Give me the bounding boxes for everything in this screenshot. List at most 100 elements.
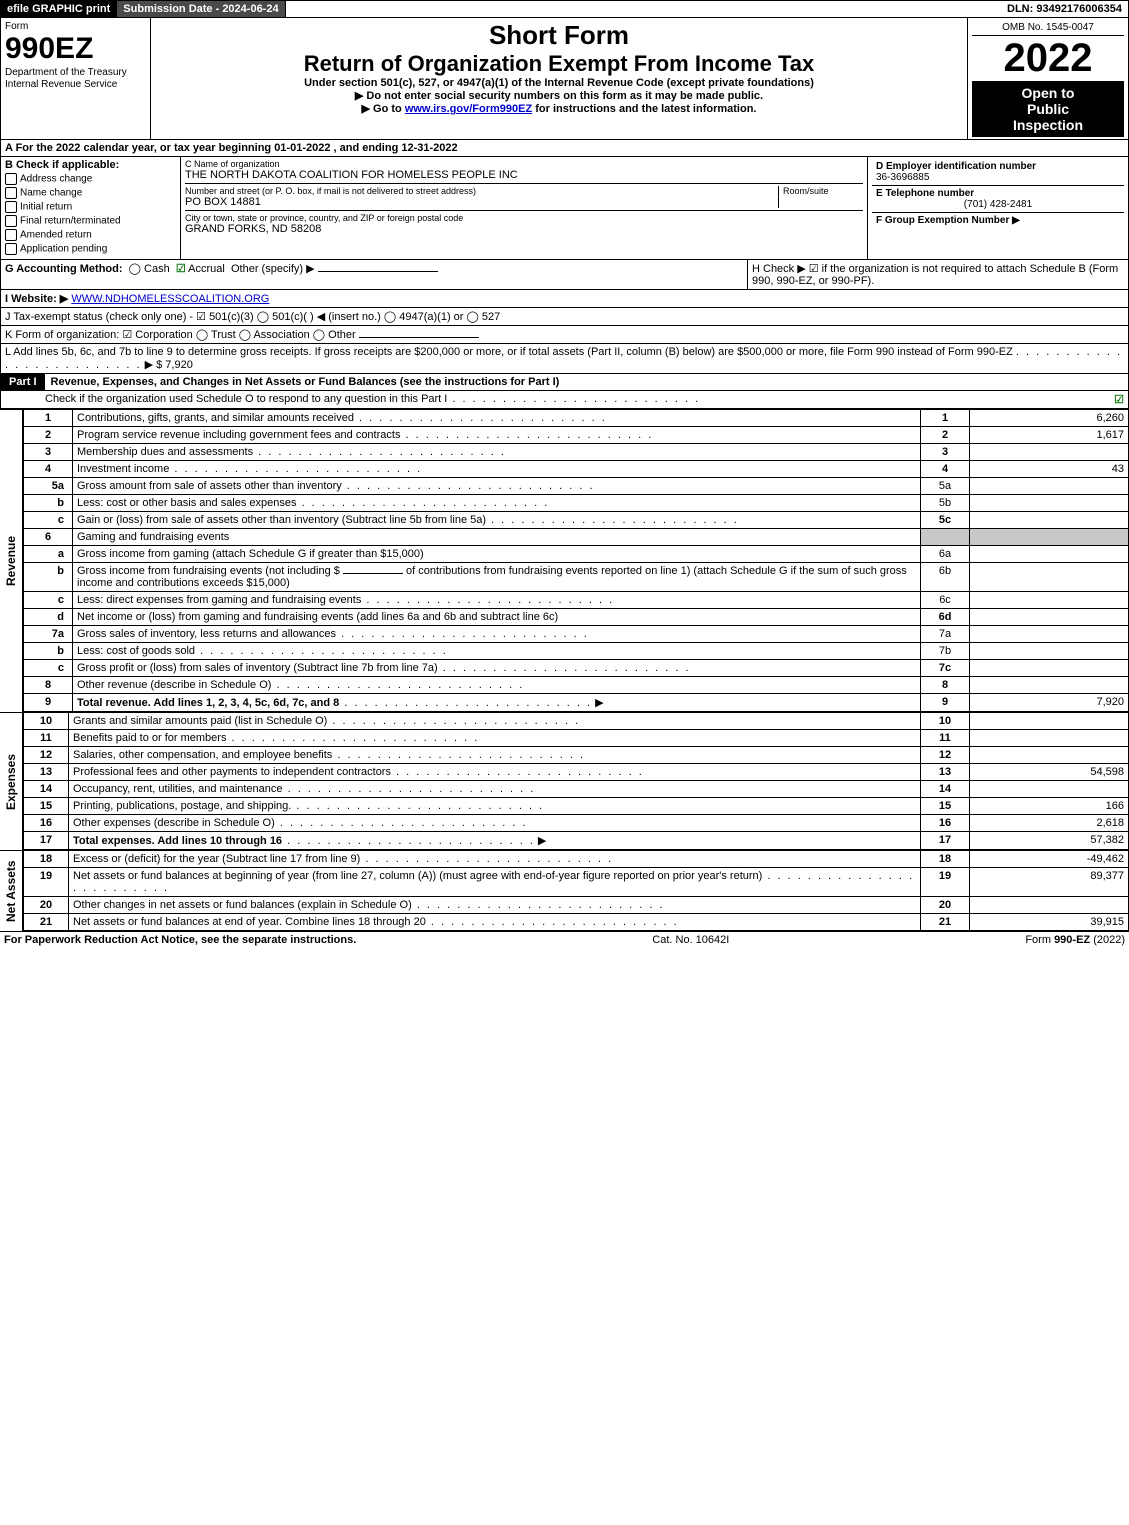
line-6a: aGross income from gaming (attach Schedu… xyxy=(24,546,1129,563)
open1: Open to xyxy=(1022,85,1075,101)
line-15: 15Printing, publications, postage, and s… xyxy=(24,798,1129,815)
revenue-label: Revenue xyxy=(0,409,23,712)
page-footer: For Paperwork Reduction Act Notice, see … xyxy=(0,931,1129,948)
short-form-title: Short Form xyxy=(155,20,963,51)
line-18: 18Excess or (deficit) for the year (Subt… xyxy=(24,851,1129,868)
note2-pre: ▶ Go to xyxy=(362,103,405,115)
line-12: 12Salaries, other compensation, and empl… xyxy=(24,747,1129,764)
section-i: I Website: ▶ WWW.NDHOMELESSCOALITION.ORG xyxy=(0,290,1129,308)
g-cash: Cash xyxy=(144,263,170,275)
cb-final-return[interactable]: Final return/terminated xyxy=(5,215,176,227)
open2: Public xyxy=(1027,101,1069,117)
form-number: 990EZ xyxy=(5,32,93,65)
section-c: C Name of organization THE NORTH DAKOTA … xyxy=(181,157,868,259)
expenses-label: Expenses xyxy=(0,712,23,850)
expenses-section: Expenses 10Grants and similar amounts pa… xyxy=(0,712,1129,850)
cb-amended-return[interactable]: Amended return xyxy=(5,229,176,241)
website-link[interactable]: WWW.NDHOMELESSCOALITION.ORG xyxy=(71,293,269,305)
form-id-block: Form 990EZ Department of the Treasury In… xyxy=(1,18,151,139)
sections-def: D Employer identification number 36-3696… xyxy=(868,157,1128,259)
net-assets-table: 18Excess or (deficit) for the year (Subt… xyxy=(23,850,1129,931)
g-accrual: Accrual xyxy=(188,263,225,275)
part-1-check: Check if the organization used Schedule … xyxy=(0,391,1129,409)
section-j: J Tax-exempt status (check only one) - ☑… xyxy=(0,308,1129,326)
line-6c: cLess: direct expenses from gaming and f… xyxy=(24,592,1129,609)
j-text: J Tax-exempt status (check only one) - ☑… xyxy=(5,311,500,323)
line-16: 16Other expenses (describe in Schedule O… xyxy=(24,815,1129,832)
line-8: 8Other revenue (describe in Schedule O)8 xyxy=(24,677,1129,694)
c-org-name: THE NORTH DAKOTA COALITION FOR HOMELESS … xyxy=(185,169,863,181)
sections-gh: G Accounting Method: ◯ Cash ☑ Accrual Ot… xyxy=(0,260,1129,290)
line-7c: cGross profit or (loss) from sales of in… xyxy=(24,660,1129,677)
section-a: A For the 2022 calendar year, or tax yea… xyxy=(0,140,1129,157)
efile-label: efile GRAPHIC print xyxy=(1,1,117,17)
form-header: Form 990EZ Department of the Treasury In… xyxy=(0,18,1129,140)
open-public-badge: Open to Public Inspection xyxy=(972,81,1124,137)
line-14: 14Occupancy, rent, utilities, and mainte… xyxy=(24,781,1129,798)
cb-name-change[interactable]: Name change xyxy=(5,187,176,199)
line-11: 11Benefits paid to or for members11 xyxy=(24,730,1129,747)
line-5b: bLess: cost or other basis and sales exp… xyxy=(24,495,1129,512)
part-1-check-text: Check if the organization used Schedule … xyxy=(5,393,700,406)
line-10: 10Grants and similar amounts paid (list … xyxy=(24,713,1129,730)
section-l: L Add lines 5b, 6c, and 7b to line 9 to … xyxy=(0,344,1129,374)
part-1-header: Part I Revenue, Expenses, and Changes in… xyxy=(0,374,1129,391)
net-assets-section: Net Assets 18Excess or (deficit) for the… xyxy=(0,850,1129,931)
k-text: K Form of organization: ☑ Corporation ◯ … xyxy=(5,329,356,341)
footer-left: For Paperwork Reduction Act Notice, see … xyxy=(4,934,356,946)
g-other: Other (specify) ▶ xyxy=(231,263,315,275)
line-6d: dNet income or (loss) from gaming and fu… xyxy=(24,609,1129,626)
line-13: 13Professional fees and other payments t… xyxy=(24,764,1129,781)
e-value: (701) 428-2481 xyxy=(876,199,1120,210)
line-17: 17Total expenses. Add lines 10 through 1… xyxy=(24,832,1129,850)
c-city: GRAND FORKS, ND 58208 xyxy=(185,223,863,235)
i-label: I Website: ▶ xyxy=(5,293,68,305)
expenses-table: 10Grants and similar amounts paid (list … xyxy=(23,712,1129,850)
h-text: H Check ▶ ☑ if the organization is not r… xyxy=(752,263,1118,287)
c-city-label: City or town, state or province, country… xyxy=(185,213,863,223)
omb-number: OMB No. 1545-0047 xyxy=(972,20,1124,36)
revenue-section: Revenue 1Contributions, gifts, grants, a… xyxy=(0,409,1129,712)
f-label: F Group Exemption Number ▶ xyxy=(876,215,1020,226)
cb-address-change[interactable]: Address change xyxy=(5,173,176,185)
line-9: 9Total revenue. Add lines 1, 2, 3, 4, 5c… xyxy=(24,694,1129,712)
section-g: G Accounting Method: ◯ Cash ☑ Accrual Ot… xyxy=(1,260,748,289)
section-f: F Group Exemption Number ▶ xyxy=(872,213,1124,228)
c-room-label: Room/suite xyxy=(783,186,863,196)
l-amount: ▶ $ 7,920 xyxy=(145,359,193,371)
section-k: K Form of organization: ☑ Corporation ◯ … xyxy=(0,326,1129,344)
section-b-title: B Check if applicable: xyxy=(5,159,119,171)
line-4: 4Investment income443 xyxy=(24,461,1129,478)
d-value: 36-3696885 xyxy=(876,172,929,183)
top-bar: efile GRAPHIC print Submission Date - 20… xyxy=(0,0,1129,18)
line-20: 20Other changes in net assets or fund ba… xyxy=(24,897,1129,914)
line-5a: 5aGross amount from sale of assets other… xyxy=(24,478,1129,495)
form-word: Form xyxy=(5,21,28,32)
dept-label: Department of the Treasury Internal Reve… xyxy=(5,67,127,90)
g-label: G Accounting Method: xyxy=(5,263,123,275)
d-label: D Employer identification number xyxy=(876,161,1036,172)
line-6: 6Gaming and fundraising events xyxy=(24,529,1129,546)
line-19: 19Net assets or fund balances at beginni… xyxy=(24,868,1129,897)
note-link: ▶ Go to www.irs.gov/Form990EZ for instru… xyxy=(155,102,963,115)
cb-initial-return[interactable]: Initial return xyxy=(5,201,176,213)
cb-application-pending[interactable]: Application pending xyxy=(5,243,176,255)
footer-right: Form 990-EZ (2022) xyxy=(1025,934,1125,946)
main-title: Return of Organization Exempt From Incom… xyxy=(155,51,963,77)
line-6b: bGross income from fundraising events (n… xyxy=(24,563,1129,592)
part-1-badge: Part I xyxy=(1,374,45,390)
line-5c: cGain or (loss) from sale of assets othe… xyxy=(24,512,1129,529)
c-street-label: Number and street (or P. O. box, if mail… xyxy=(185,186,778,196)
footer-mid: Cat. No. 10642I xyxy=(652,934,729,946)
dln-label: DLN: 93492176006354 xyxy=(1001,1,1128,17)
sections-bcdef: B Check if applicable: Address change Na… xyxy=(0,157,1129,260)
line-7b: bLess: cost of goods sold7b xyxy=(24,643,1129,660)
line-2: 2Program service revenue including gover… xyxy=(24,427,1129,444)
part-1-title: Revenue, Expenses, and Changes in Net As… xyxy=(45,374,1128,390)
irs-link[interactable]: www.irs.gov/Form990EZ xyxy=(405,103,532,115)
line-7a: 7aGross sales of inventory, less returns… xyxy=(24,626,1129,643)
net-assets-label: Net Assets xyxy=(0,850,23,931)
section-h: H Check ▶ ☑ if the organization is not r… xyxy=(748,260,1128,289)
note-ssn: ▶ Do not enter social security numbers o… xyxy=(155,89,963,102)
line-3: 3Membership dues and assessments3 xyxy=(24,444,1129,461)
